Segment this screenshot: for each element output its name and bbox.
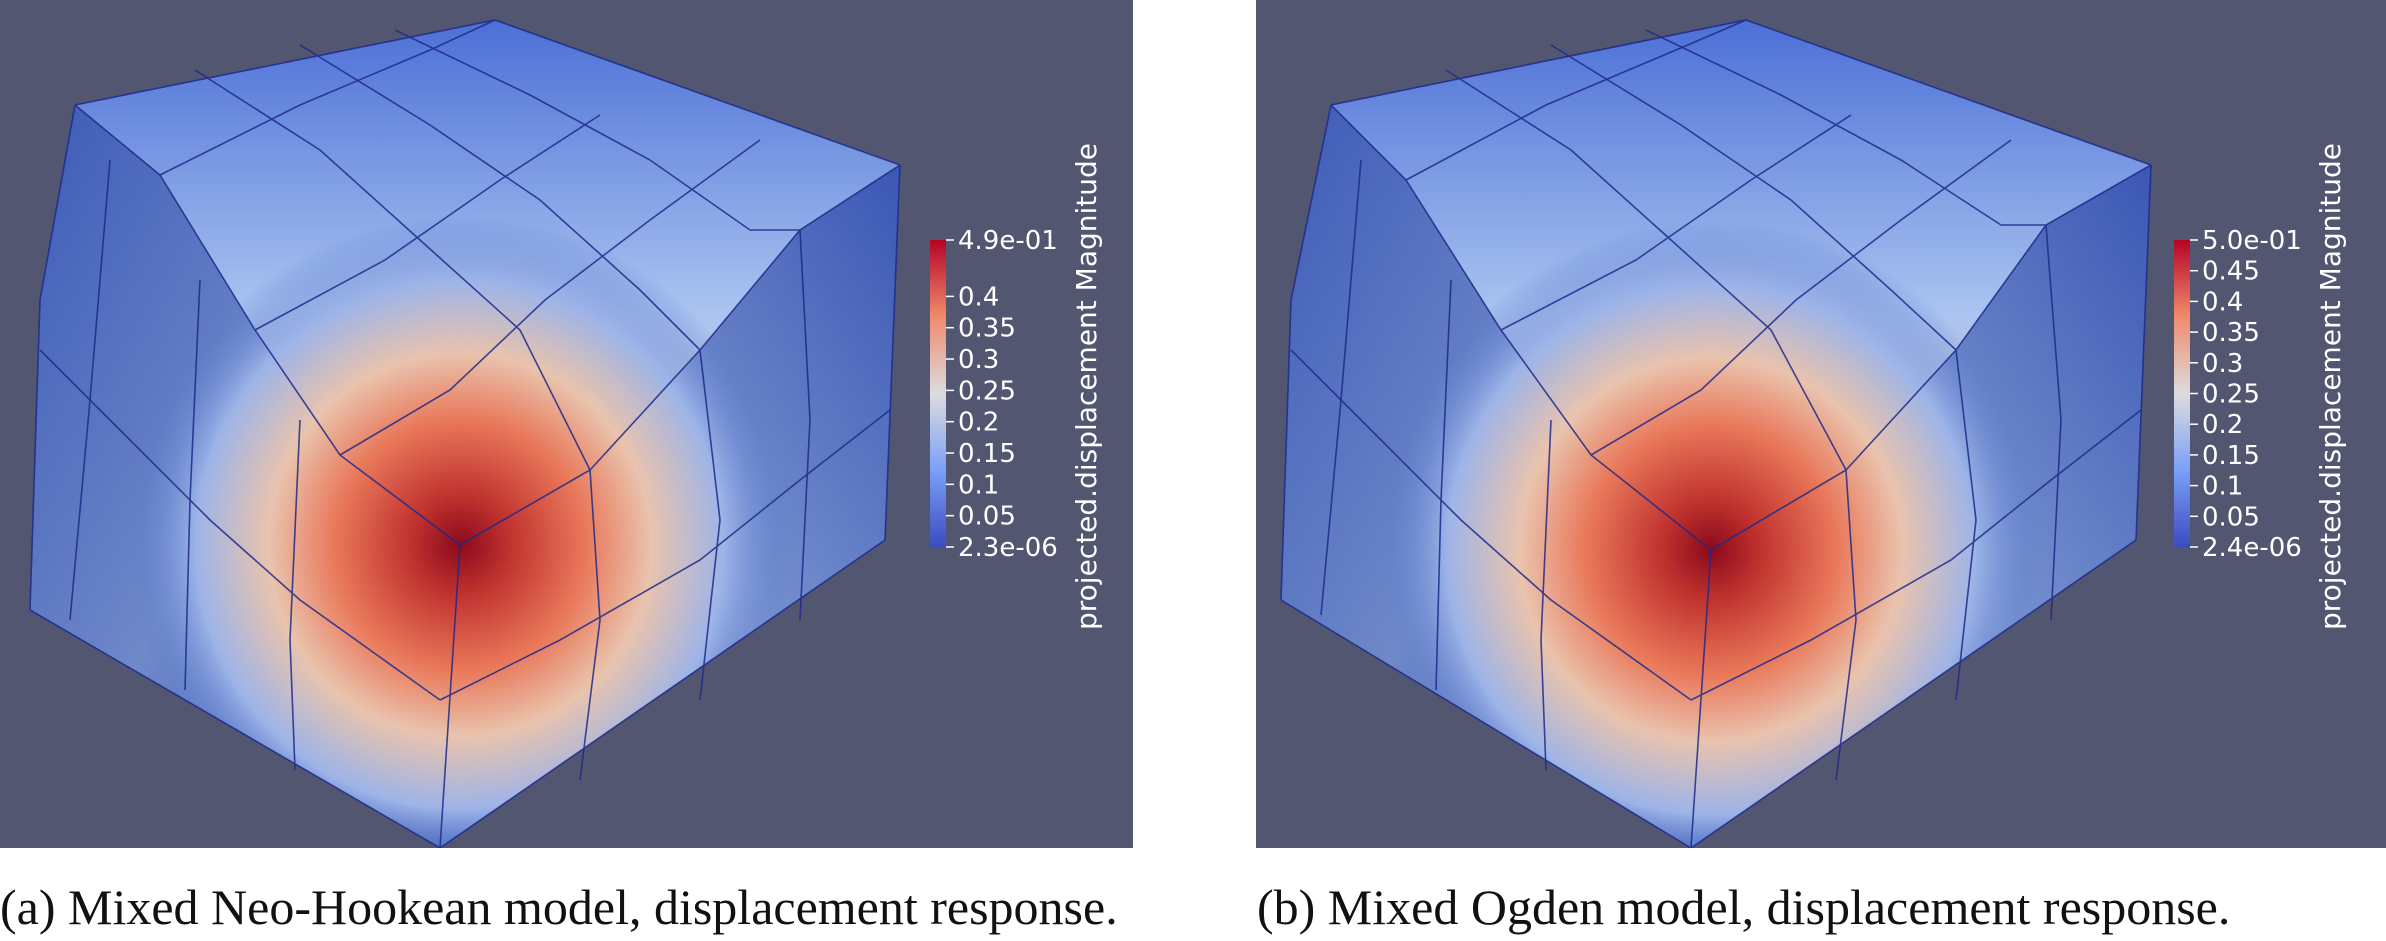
colorbar-tick-label: 0.4 [2202, 287, 2243, 317]
colorbar-tick-label: 0.45 [2202, 257, 2260, 287]
colorbar-tick-label: 0.3 [958, 345, 999, 375]
colorbar-ticks: 0.450.40.350.30.250.20.150.10.05 [2190, 239, 2260, 548]
colorbar-tick-label: 0.15 [2202, 441, 2260, 471]
displacement-hotspot [30, 20, 900, 848]
displacement-hotspot [1281, 20, 2151, 848]
colorbar-tick-label: 0.4 [958, 282, 999, 312]
render-viewport-b: 0.450.40.350.30.250.20.150.10.05 5.0e-01… [1256, 0, 2386, 848]
colorbar-title: projected.displacement Magnitude [2314, 143, 2347, 630]
colorbar-tick-label: 0.3 [2202, 349, 2243, 379]
panel-ogden: 0.45 0.4 0.35 0.3 0.25 0.2 0.15 0.1 0.05 5.0e-01… [1256, 0, 2386, 848]
colorbar-max-label: 5.0e-01 [2202, 226, 2302, 256]
colorbar-tick-label: 0.15 [958, 439, 1016, 469]
colorbar-tick-label: 0.35 [958, 314, 1016, 344]
caption-neo-hookean: (a) Mixed Neo-Hookean model, displacemen… [0, 879, 1118, 935]
colorbar-tick-label: 0.2 [2202, 410, 2243, 440]
colorbar-title: projected.displacement Magnitude [1070, 143, 1103, 630]
panel-neo-hookean: 0.4 0.35 0.3 0.25 0.2 0.15 0.1 0.05 4.9e-01 2.3… [0, 0, 1133, 848]
colorbar-min-label: 2.4e-06 [2202, 533, 2302, 563]
colorbar-tick-label: 0.05 [2202, 502, 2260, 532]
colorbar-min-label: 2.3e-06 [958, 533, 1058, 563]
mesh-grid [1280, 19, 2152, 848]
colorbar-tick-label: 0.2 [958, 408, 999, 438]
colorbar-tick-label: 0.05 [958, 502, 1016, 532]
render-viewport-a: 0.40.350.30.250.20.150.10.05 4.9e-01 2.3… [0, 0, 1133, 848]
colorbar-ticks: 0.40.350.30.250.20.150.10.05 [946, 239, 1016, 548]
colorbar-tick-label: 0.1 [958, 470, 999, 500]
caption-ogden: (b) Mixed Ogden model, displacement resp… [1257, 879, 2231, 935]
colorbar-tick-label: 0.25 [958, 376, 1016, 406]
colorbar-max-label: 4.9e-01 [958, 226, 1058, 256]
colorbar-bar [2174, 240, 2190, 547]
colorbar-bar [930, 240, 946, 547]
colorbar-tick-label: 0.25 [2202, 380, 2260, 410]
colorbar-tick-label: 0.1 [2202, 472, 2243, 502]
colorbar-tick-label: 0.35 [2202, 318, 2260, 348]
mesh-grid [29, 19, 901, 848]
